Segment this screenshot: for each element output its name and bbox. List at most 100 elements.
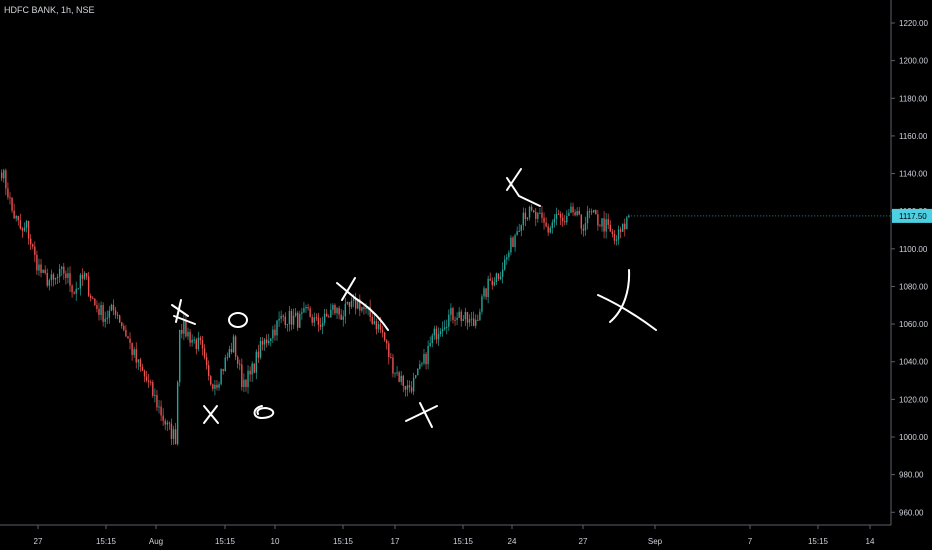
time-axis[interactable]: 27 15:15 Aug 15:15 10 15:15 17 15:15 24 27 Sep 7 15:… — [34, 525, 875, 546]
candle — [402, 374, 404, 393]
candle — [21, 226, 24, 238]
candle — [263, 338, 266, 351]
candle — [110, 303, 113, 312]
candle — [443, 320, 446, 331]
candle — [555, 207, 558, 226]
candle — [460, 309, 462, 327]
candle — [599, 224, 601, 227]
candle — [398, 370, 400, 383]
candle — [108, 306, 111, 324]
candle — [245, 378, 247, 392]
candle — [532, 210, 535, 214]
candle — [354, 292, 357, 315]
candle — [400, 371, 402, 386]
candle — [208, 360, 210, 381]
candle — [297, 310, 299, 332]
candle — [371, 311, 373, 325]
candle — [92, 296, 94, 300]
candle — [272, 325, 274, 344]
candle — [152, 379, 154, 398]
candle — [121, 321, 123, 329]
candle — [205, 352, 208, 370]
candle — [462, 314, 465, 322]
candle — [433, 325, 436, 340]
candle — [9, 192, 11, 205]
candle — [265, 334, 268, 348]
candle — [236, 355, 239, 369]
y-tick-label: 1140.00 — [899, 170, 928, 179]
candle — [615, 234, 618, 246]
candle — [46, 268, 48, 288]
candle — [75, 281, 77, 301]
x-tick-label: Sep — [648, 537, 663, 546]
candle — [100, 301, 102, 321]
candle — [288, 305, 291, 332]
candle — [5, 168, 7, 196]
price-axis[interactable]: 960.00 980.00 1000.00 1020.00 1040.00 1060.00… — [891, 19, 928, 517]
y-tick-label: 1080.00 — [899, 282, 928, 291]
candle — [71, 284, 73, 298]
candle — [528, 205, 531, 221]
drawings-layer — [171, 168, 657, 428]
x-tick-label: 14 — [866, 537, 875, 546]
candle — [377, 320, 380, 333]
candle — [468, 314, 471, 327]
candle — [3, 168, 5, 183]
candle — [54, 277, 57, 285]
candle — [203, 344, 206, 360]
candle — [218, 381, 220, 391]
last-price-label: 1117.50 — [899, 212, 927, 221]
candle — [477, 314, 479, 321]
candle — [243, 373, 245, 393]
candle — [479, 308, 481, 321]
candle — [13, 203, 15, 219]
candle — [106, 310, 108, 325]
y-tick-label: 1060.00 — [899, 320, 928, 329]
candle — [499, 271, 502, 281]
candle — [475, 314, 477, 329]
candle — [7, 182, 9, 200]
candle — [164, 418, 166, 430]
candle — [222, 368, 224, 375]
candle — [257, 344, 260, 364]
candle — [570, 202, 572, 213]
candle — [346, 301, 349, 306]
candle — [179, 329, 181, 387]
candle — [348, 301, 351, 315]
candle — [154, 388, 156, 403]
candle — [83, 271, 86, 281]
candle — [251, 361, 253, 382]
y-tick-label: 1040.00 — [899, 358, 928, 367]
candle — [294, 308, 297, 318]
candle — [338, 305, 340, 320]
candle — [524, 208, 527, 227]
candle — [239, 359, 241, 371]
chart-title: HDFC BANK, 1h, NSE — [4, 5, 95, 15]
candle — [305, 304, 307, 313]
candle — [435, 325, 438, 344]
candle — [549, 225, 551, 234]
candle — [199, 335, 202, 345]
candle — [85, 272, 88, 280]
candle — [506, 254, 508, 265]
candle — [307, 303, 309, 311]
candle — [559, 211, 562, 226]
candle — [526, 217, 529, 221]
candle — [210, 374, 212, 386]
candle — [423, 349, 425, 366]
y-tick-label: 980.00 — [899, 471, 924, 480]
candle — [452, 306, 454, 324]
candle — [19, 213, 22, 230]
candle — [359, 294, 361, 317]
candle — [421, 361, 423, 367]
candle — [268, 333, 270, 346]
candle — [170, 418, 173, 446]
candle — [38, 258, 40, 276]
candle — [419, 360, 421, 370]
candle — [328, 314, 330, 318]
candle — [487, 275, 489, 304]
candle — [191, 334, 193, 347]
candle — [212, 383, 214, 392]
drawing-x-6 — [597, 269, 657, 331]
